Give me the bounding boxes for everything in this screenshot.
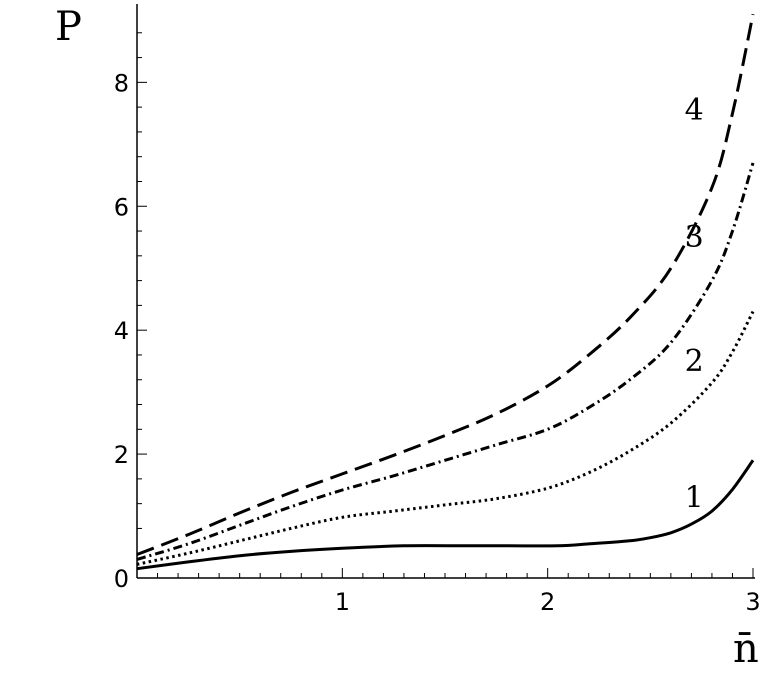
x-tick-label: 2 — [540, 588, 555, 616]
series-2-label: 2 — [685, 344, 704, 379]
series-4-line — [136, 13, 755, 556]
x-tick-label: 1 — [335, 588, 350, 616]
y-tick-label: 2 — [114, 441, 129, 469]
series-2-line — [136, 310, 755, 566]
x-axis-title: n̄ — [733, 626, 759, 672]
series-1-label: 1 — [685, 480, 704, 515]
axes — [136, 4, 755, 579]
y-tick-label: 6 — [114, 193, 129, 221]
y-tick-label: 0 — [114, 565, 129, 593]
series-3-line — [136, 162, 755, 561]
x-tick-label: 3 — [745, 588, 760, 616]
labels: 1 2 3 0 2 4 6 8 Pn̄ 1 2 3 4 — [55, 4, 761, 672]
series-layer — [136, 13, 755, 571]
y-axis-title: P — [55, 4, 82, 50]
series-3-label: 3 — [685, 220, 704, 255]
series-1-line — [136, 459, 755, 571]
series-4-label: 4 — [685, 93, 704, 128]
y-tick-label: 8 — [114, 69, 129, 97]
y-tick-label: 4 — [114, 317, 129, 345]
